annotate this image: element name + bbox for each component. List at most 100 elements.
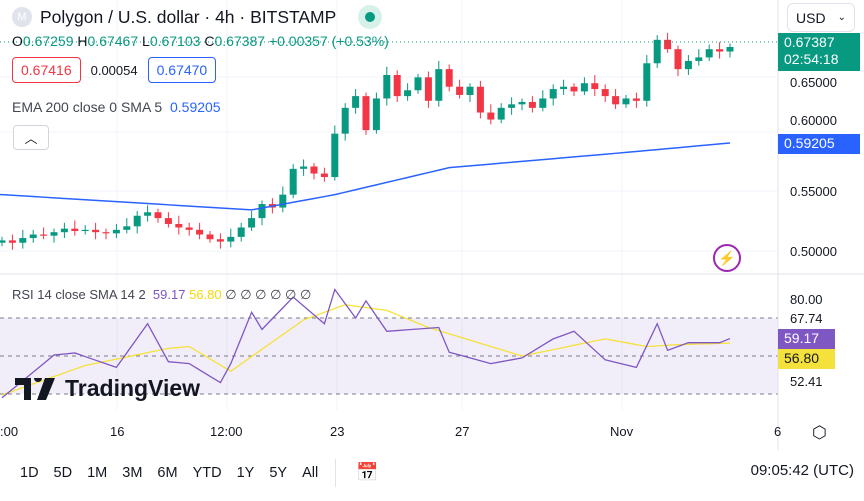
- candle: [643, 55, 651, 107]
- open-value: 0.67259: [22, 33, 74, 49]
- lightning-icon[interactable]: ⚡: [713, 244, 741, 272]
- range-5d[interactable]: 5D: [53, 464, 73, 481]
- range-1y[interactable]: 1Y: [236, 464, 255, 481]
- candle: [40, 227, 48, 240]
- candle-body: [643, 63, 651, 101]
- chevron-up-icon: ︿: [24, 131, 38, 146]
- candle-body: [653, 39, 661, 64]
- rsi-legend[interactable]: RSI 14 close SMA 14 2 59.17 56.80 ∅ ∅ ∅ …: [12, 287, 311, 303]
- ema-200-line: [0, 142, 731, 211]
- settings-icon[interactable]: ⬡: [812, 423, 827, 442]
- candle: [19, 229, 27, 249]
- candle: [508, 97, 516, 115]
- candle: [112, 223, 120, 239]
- candle-body: [0, 240, 6, 243]
- range-toolbar: 1D 5D 1M 3M 6M YTD 1Y 5Y All 📅: [0, 450, 864, 495]
- last-price-value: 0.67387: [784, 34, 835, 50]
- candle: [560, 79, 568, 95]
- candle-body: [580, 83, 588, 92]
- candle-body: [310, 166, 318, 174]
- candle-body: [476, 86, 484, 113]
- candle-body: [248, 218, 256, 228]
- candle-body: [424, 77, 432, 101]
- price-tick: 0.50000: [790, 244, 837, 259]
- candle-body: [92, 229, 100, 233]
- candle: [164, 212, 172, 228]
- candle-body: [216, 239, 224, 242]
- candle-body: [570, 86, 578, 92]
- candle: [237, 222, 245, 242]
- sell-button[interactable]: 0.67416: [12, 57, 81, 83]
- tradingview-watermark[interactable]: TradingView: [15, 375, 200, 402]
- ema-legend-value: 0.59205: [169, 99, 221, 115]
- candle-body: [341, 107, 349, 134]
- range-3m[interactable]: 3M: [122, 464, 143, 481]
- candle: [248, 211, 256, 232]
- candle: [279, 186, 287, 213]
- candle-body: [435, 69, 443, 101]
- candle-body: [237, 227, 245, 237]
- market-open-icon: [358, 5, 383, 29]
- rsi-tick: 67.74: [790, 311, 823, 326]
- symbol-header: M Polygon / U.S. dollar · 4h · BITSTAMP: [12, 5, 383, 29]
- range-1d[interactable]: 1D: [20, 464, 39, 481]
- range-ytd[interactable]: YTD: [192, 464, 222, 481]
- candle-body: [549, 89, 557, 99]
- currency-select[interactable]: USD ⌄: [787, 3, 855, 32]
- candle: [695, 49, 703, 66]
- ohlc-values: O0.67259 H0.67467 L0.67103 C0.67387 +0.0…: [12, 33, 389, 49]
- symbol-title[interactable]: Polygon / U.S. dollar · 4h · BITSTAMP: [40, 6, 337, 27]
- candle: [185, 222, 193, 236]
- candle: [622, 94, 630, 108]
- candle: [476, 80, 484, 119]
- range-5y[interactable]: 5Y: [269, 464, 288, 481]
- candle-body: [362, 96, 370, 131]
- ema-legend[interactable]: EMA 200 close 0 SMA 5 0.59205: [12, 99, 221, 115]
- collapse-legend-button[interactable]: ︿: [13, 125, 49, 150]
- candle: [632, 92, 640, 108]
- range-1m[interactable]: 1M: [87, 464, 108, 481]
- time-tick: Nov: [610, 424, 634, 439]
- time-tick: :00: [0, 424, 19, 439]
- candle: [206, 231, 214, 243]
- bar-countdown: 02:54:18: [784, 51, 839, 67]
- chart-canvas[interactable]: [0, 0, 864, 450]
- time-tick: 27: [455, 424, 470, 439]
- candle: [497, 103, 505, 124]
- candle-body: [612, 96, 620, 105]
- candle: [8, 234, 16, 250]
- range-all[interactable]: All: [302, 464, 319, 481]
- candle: [289, 164, 297, 199]
- candle: [404, 83, 412, 101]
- candle-body: [19, 238, 27, 243]
- rsi-sma-value-tag: 56.80: [778, 349, 835, 369]
- range-6m[interactable]: 6M: [157, 464, 178, 481]
- candle: [664, 32, 672, 53]
- rsi-legend-label: RSI 14 close SMA 14 2: [12, 287, 146, 302]
- candle-body: [497, 107, 505, 120]
- candle-body: [258, 204, 266, 219]
- candle-body: [123, 226, 131, 230]
- candle: [227, 228, 235, 248]
- candle-body: [695, 57, 703, 61]
- candle: [580, 77, 588, 95]
- candle: [716, 42, 724, 59]
- change-value: +0.00357 (+0.53%): [268, 33, 389, 49]
- candle-body: [726, 47, 734, 52]
- rsi-legend-value: 59.17: [152, 287, 186, 302]
- candle: [102, 228, 110, 240]
- candle: [549, 84, 557, 106]
- high-label: H: [77, 33, 88, 49]
- ema-price-tag: 0.59205: [778, 134, 860, 154]
- candle-body: [8, 240, 16, 243]
- go-to-date-calendar-icon[interactable]: 📅: [356, 462, 379, 482]
- candle: [71, 220, 79, 236]
- time-tick: 23: [330, 424, 345, 439]
- candle: [310, 162, 318, 180]
- candle-body: [404, 90, 412, 97]
- candle: [674, 45, 682, 77]
- buy-button[interactable]: 0.67470: [147, 57, 217, 83]
- utc-clock[interactable]: 09:05:42 (UTC): [750, 462, 854, 479]
- candle-body: [60, 228, 68, 233]
- candle: [414, 73, 422, 94]
